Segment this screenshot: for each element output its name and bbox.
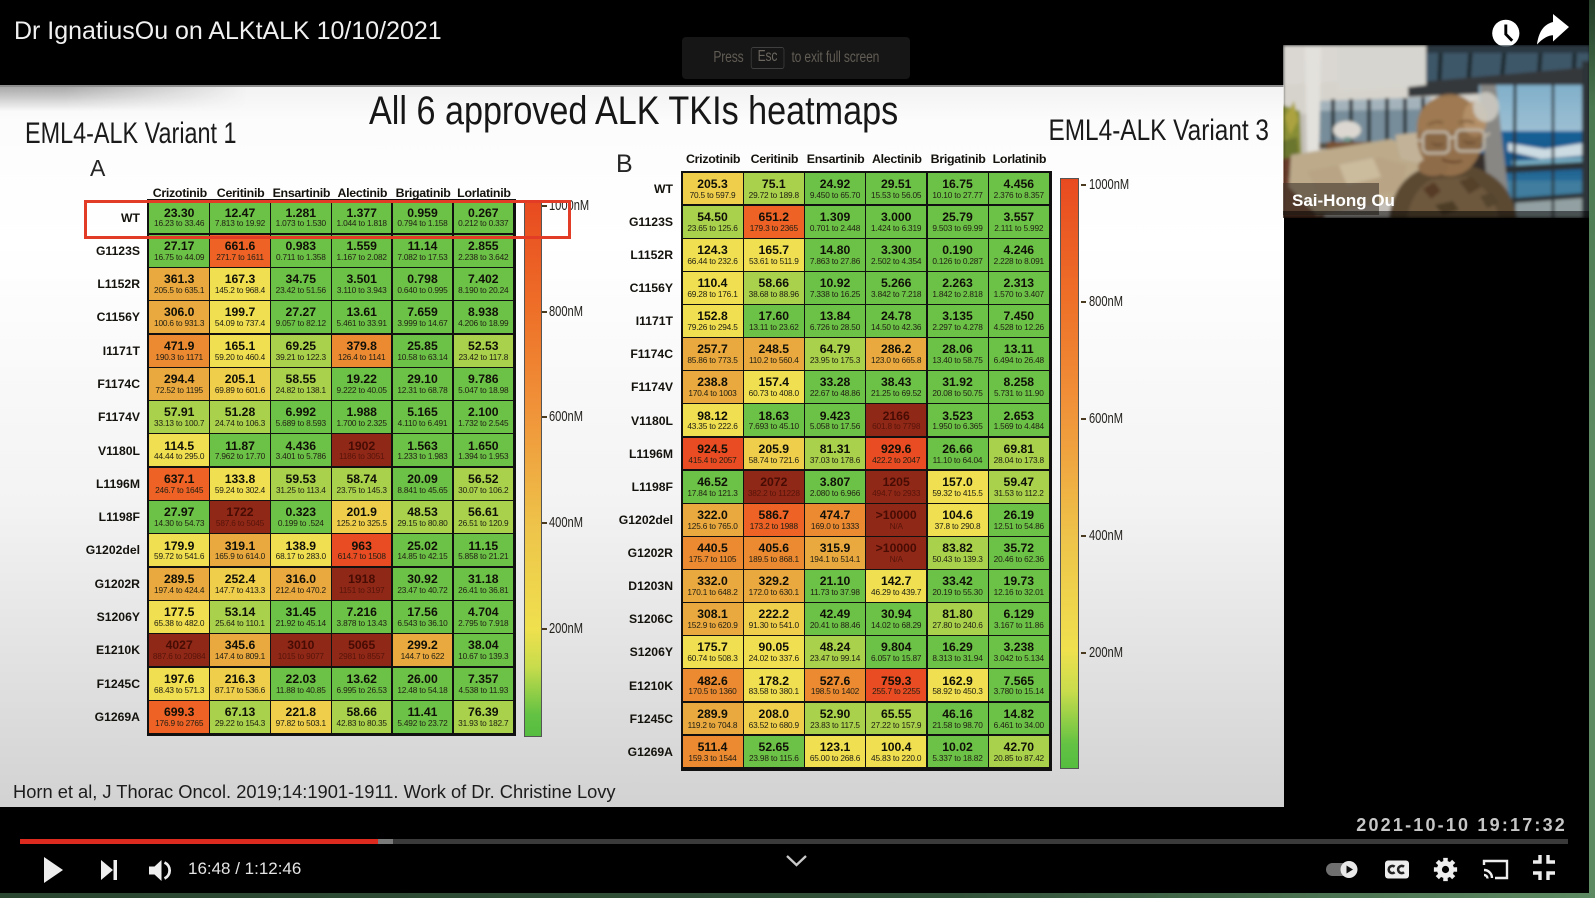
- svg-text:Sai-Hong Ou: Sai-Hong Ou: [1292, 191, 1395, 210]
